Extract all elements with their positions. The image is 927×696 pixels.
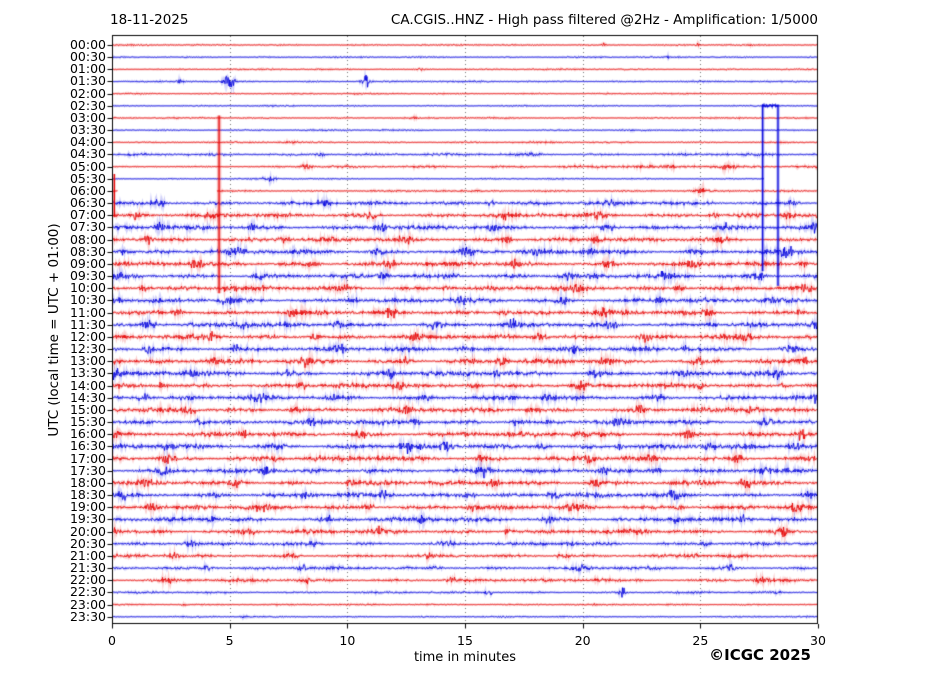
- xtick-label-0: 0: [108, 633, 116, 648]
- ytick-label-01:30: 01:30: [69, 73, 106, 89]
- ytick-label-09:30: 09:30: [69, 268, 106, 284]
- ytick-label-05:00: 05:00: [69, 158, 106, 174]
- ytick-label-06:00: 06:00: [69, 182, 106, 198]
- ytick-label-04:30: 04:30: [69, 146, 106, 162]
- ytick-label-11:00: 11:00: [69, 304, 106, 320]
- ytick-label-15:00: 15:00: [69, 401, 106, 417]
- ytick-label-20:00: 20:00: [69, 523, 106, 539]
- ytick-label-17:00: 17:00: [69, 450, 106, 466]
- ytick-label-13:30: 13:30: [69, 365, 106, 381]
- ytick-label-16:00: 16:00: [69, 426, 106, 442]
- ytick-label-02:30: 02:30: [69, 97, 106, 113]
- ytick-label-07:30: 07:30: [69, 219, 106, 235]
- xtick-label-15: 15: [457, 633, 473, 648]
- ytick-label-03:30: 03:30: [69, 122, 106, 138]
- ytick-label-20:30: 20:30: [69, 535, 106, 551]
- ytick-label-21:30: 21:30: [69, 560, 106, 576]
- plot-title: CA.CGIS..HNZ - High pass filtered @2Hz -…: [390, 12, 818, 28]
- ytick-label-10:30: 10:30: [69, 292, 106, 308]
- ytick-label-03:00: 03:00: [69, 109, 106, 125]
- ytick-label-06:30: 06:30: [69, 195, 106, 211]
- ytick-label-07:00: 07:00: [69, 207, 106, 223]
- ytick-label-14:00: 14:00: [69, 377, 106, 393]
- ytick-label-01:00: 01:00: [69, 61, 106, 77]
- ytick-label-18:00: 18:00: [69, 474, 106, 490]
- ytick-label-15:30: 15:30: [69, 414, 106, 430]
- x-axis-label: time in minutes: [413, 650, 517, 665]
- ytick-label-16:30: 16:30: [69, 438, 106, 454]
- xtick-label-20: 20: [574, 633, 591, 648]
- ytick-label-13:00: 13:00: [69, 353, 106, 369]
- plot-date: 18-11-2025: [110, 12, 189, 28]
- ytick-label-09:00: 09:00: [69, 255, 106, 271]
- ytick-label-02:00: 02:00: [69, 85, 106, 101]
- ytick-label-05:30: 05:30: [69, 170, 106, 186]
- ytick-label-12:30: 12:30: [69, 341, 106, 357]
- copyright: ©ICGC 2025: [709, 646, 811, 664]
- ytick-label-23:30: 23:30: [69, 608, 106, 624]
- ytick-label-17:30: 17:30: [69, 462, 106, 478]
- xtick-label-30: 30: [810, 633, 826, 648]
- ytick-label-00:30: 00:30: [69, 49, 106, 65]
- ytick-label-18:30: 18:30: [69, 487, 106, 503]
- ytick-label-08:30: 08:30: [69, 243, 106, 259]
- xtick-label-5: 5: [225, 633, 234, 648]
- ytick-label-22:30: 22:30: [69, 584, 106, 600]
- ytick-label-23:00: 23:00: [69, 596, 106, 612]
- ytick-label-21:00: 21:00: [69, 547, 106, 563]
- ytick-label-22:00: 22:00: [69, 572, 106, 588]
- xtick-label-25: 25: [692, 633, 709, 648]
- ytick-label-12:00: 12:00: [69, 328, 106, 344]
- ytick-label-00:00: 00:00: [69, 37, 106, 52]
- ytick-label-04:00: 04:00: [69, 134, 106, 150]
- ytick-label-08:00: 08:00: [69, 231, 106, 247]
- ytick-label-11:30: 11:30: [69, 316, 106, 332]
- ytick-label-19:30: 19:30: [69, 511, 106, 527]
- ytick-label-19:00: 19:00: [69, 499, 106, 515]
- ytick-label-10:00: 10:00: [69, 280, 106, 296]
- xtick-label-10: 10: [339, 633, 356, 648]
- ytick-label-14:30: 14:30: [69, 389, 106, 405]
